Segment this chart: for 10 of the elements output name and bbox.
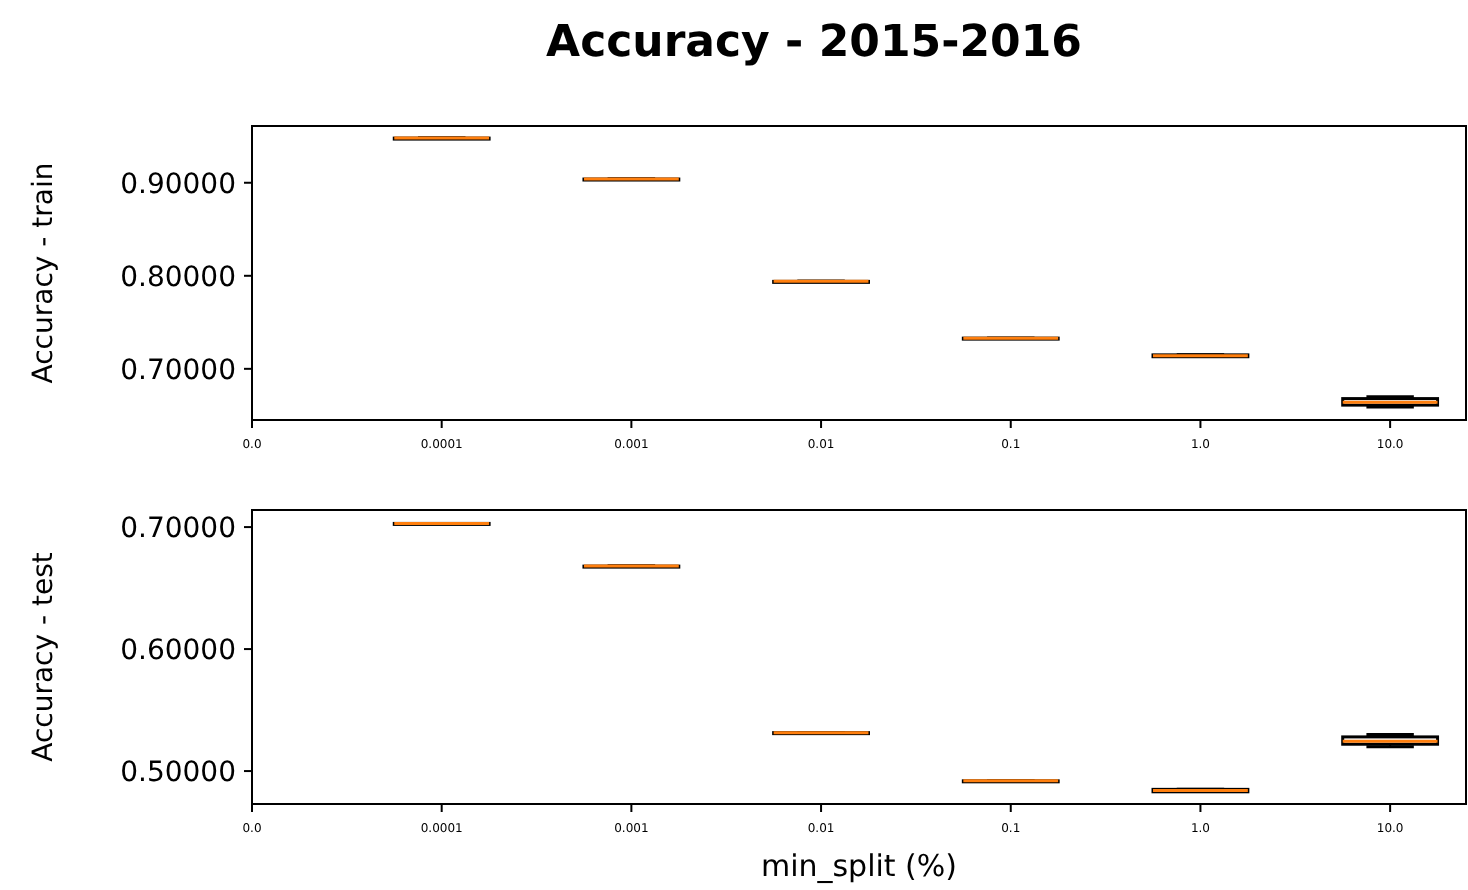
- y-tick-label: 0.50000: [120, 756, 236, 789]
- y-tick-label: 0.80000: [120, 261, 236, 294]
- y-tick-label: 0.70000: [120, 354, 236, 387]
- chart-title: Accuracy - 2015-2016: [546, 18, 1082, 68]
- y-tick-label: 0.90000: [120, 168, 236, 201]
- x-axis-title: min_split (%): [760, 848, 958, 884]
- y-tick-label: 0.60000: [120, 634, 236, 667]
- y-axis-title: Accuracy - train: [28, 162, 60, 384]
- y-tick-label: 0.70000: [120, 512, 236, 545]
- y-axis-title: Accuracy - test: [28, 551, 60, 762]
